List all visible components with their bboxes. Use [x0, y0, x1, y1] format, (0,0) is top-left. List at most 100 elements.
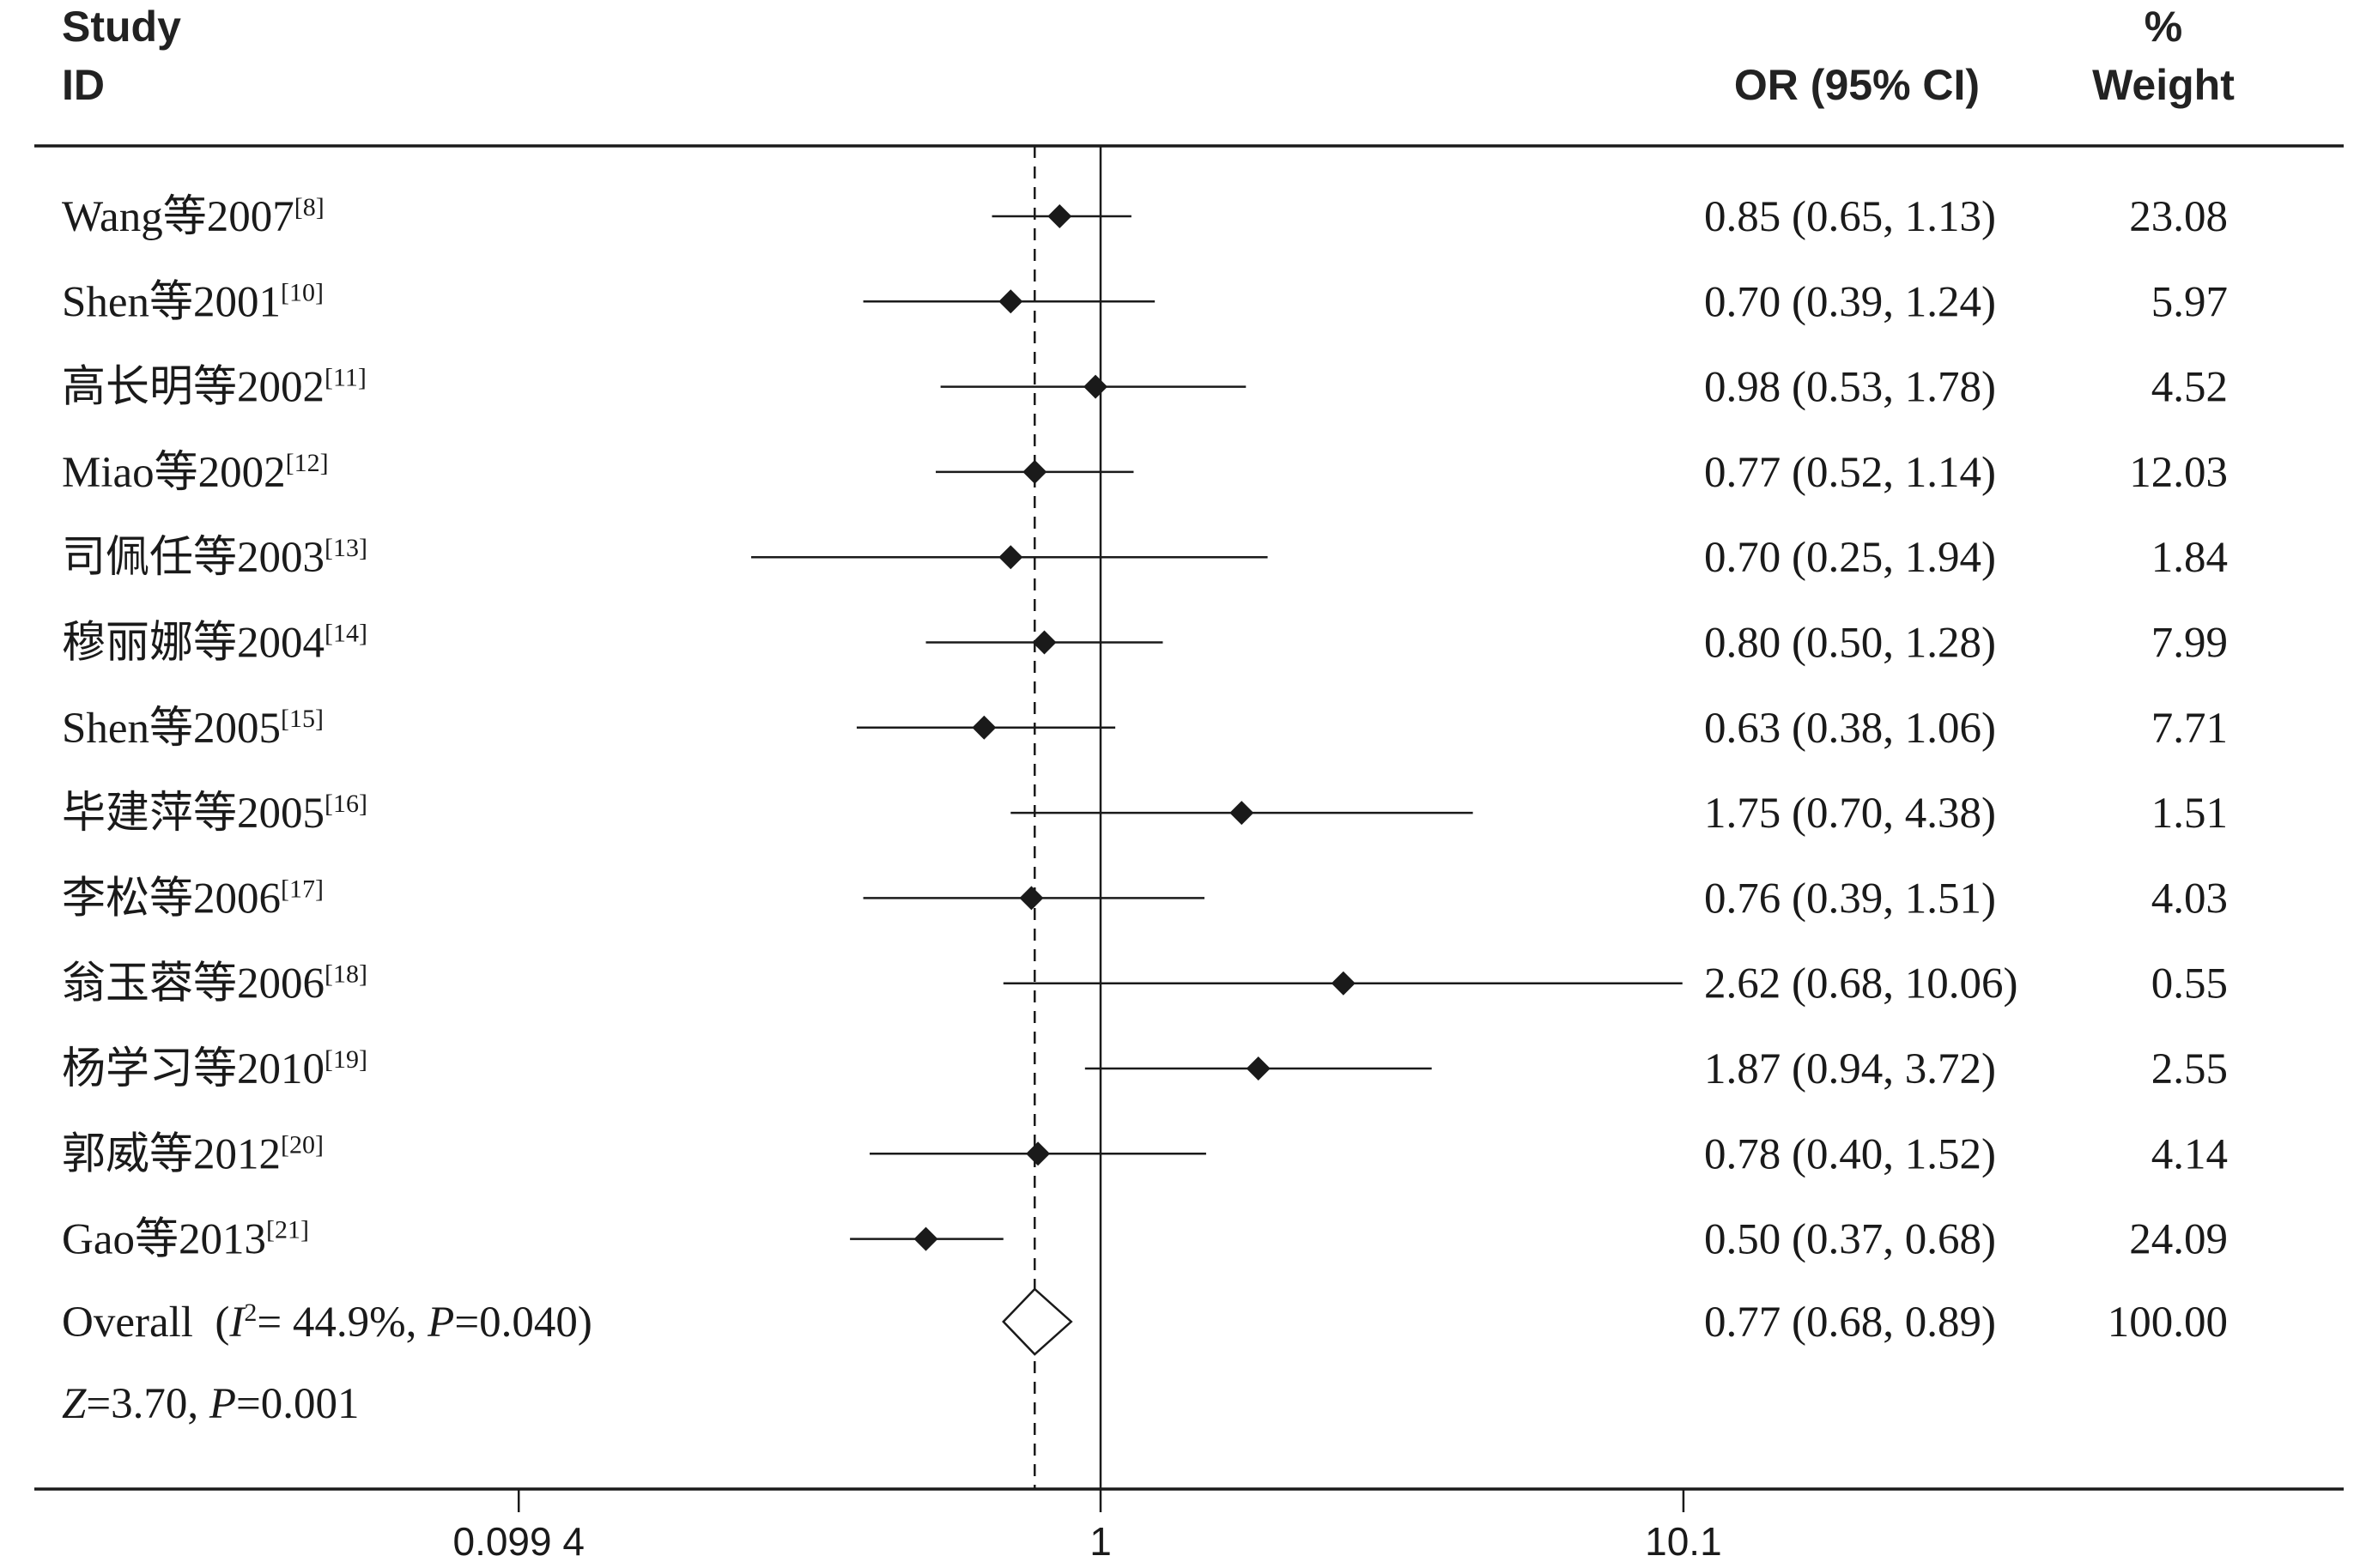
point-estimate: [972, 715, 997, 740]
study-name: Wang等2007: [62, 193, 294, 241]
study-label: Miao等2002[12]: [62, 449, 329, 497]
point-estimate: [998, 289, 1023, 314]
study-weight: 1.84: [2151, 534, 2228, 582]
study-ci: 2.62 (0.68, 10.06): [1704, 960, 2017, 1008]
study-ci: 0.78 (0.40, 1.52): [1704, 1130, 1996, 1178]
study-ref: [20]: [281, 1130, 324, 1159]
study-label: 穆丽娜等2004[14]: [62, 620, 367, 668]
study-row: Shen等2001[10] 0.70 (0.39, 1.24) 5.97: [62, 278, 2228, 326]
study-ci: 0.98 (0.53, 1.78): [1704, 364, 1996, 412]
study-ci: 0.63 (0.38, 1.06): [1704, 705, 1996, 753]
study-weight: 24.09: [2129, 1216, 2228, 1264]
study-name: 高长明等2002: [62, 364, 325, 412]
header-id: ID: [62, 61, 105, 109]
study-ci: 0.85 (0.65, 1.13): [1704, 193, 1996, 241]
study-row: Wang等2007[8] 0.85 (0.65, 1.13) 23.08: [62, 193, 2228, 241]
study-ref: [16]: [325, 790, 367, 818]
overall-diamond: [1002, 1287, 1073, 1356]
study-ci: 0.50 (0.37, 0.68): [1704, 1216, 1996, 1264]
study-name: Shen等2005: [62, 705, 281, 753]
overall-weight: 100.00: [2108, 1299, 2228, 1347]
study-ref: [10]: [281, 278, 324, 306]
study-ref: [8]: [294, 193, 325, 221]
study-row: Miao等2002[12] 0.77 (0.52, 1.14) 12.03: [62, 449, 2228, 497]
study-name: 穆丽娜等2004: [62, 620, 325, 668]
study-name: 杨学习等2010: [62, 1045, 325, 1093]
point-estimate: [998, 545, 1023, 570]
study-label: 李松等2006[17]: [62, 875, 324, 923]
study-label: 翁玉蓉等2006[18]: [62, 960, 367, 1008]
overall-row: Overall (I2= 44.9%, P=0.040) 0.77 (0.68,…: [62, 1287, 2228, 1356]
study-label: Gao等2013[21]: [62, 1216, 309, 1264]
point-estimate: [1026, 1141, 1051, 1166]
x-axis-ticks: 0.099 4 1 10.1: [452, 1489, 1722, 1564]
study-row: 杨学习等2010[19] 1.87 (0.94, 3.72) 2.55: [62, 1045, 2228, 1093]
study-label: Shen等2005[15]: [62, 705, 324, 753]
header: Study ID OR (95% CI) % Weight: [62, 3, 2235, 109]
study-name: 李松等2006: [62, 875, 281, 923]
study-row: 翁玉蓉等2006[18] 2.62 (0.68, 10.06) 0.55: [62, 960, 2228, 1008]
point-estimate: [1331, 971, 1356, 996]
study-weight: 1.51: [2151, 790, 2228, 838]
study-ref: [19]: [325, 1045, 367, 1074]
study-name: Gao等2013: [62, 1216, 266, 1264]
study-ref: [13]: [325, 534, 367, 562]
study-ci: 0.76 (0.39, 1.51): [1704, 875, 1996, 923]
x-tick-label: 0.099 4: [452, 1519, 584, 1564]
study-weight: 7.99: [2151, 620, 2228, 668]
study-weight: 5.97: [2151, 278, 2228, 326]
point-estimate: [1032, 630, 1057, 655]
study-name: 毕建萍等2005: [62, 790, 325, 838]
study-weight: 23.08: [2129, 193, 2228, 241]
study-weight: 7.71: [2151, 705, 2228, 753]
study-ref: [12]: [286, 449, 329, 477]
study-row: 穆丽娜等2004[14] 0.80 (0.50, 1.28) 7.99: [62, 620, 2228, 668]
study-weight: 4.14: [2151, 1130, 2228, 1178]
study-name: Shen等2001: [62, 278, 281, 326]
study-row: 司佩任等2003[13] 0.70 (0.25, 1.94) 1.84: [62, 534, 2228, 582]
study-weight: 4.03: [2151, 875, 2228, 923]
study-ref: [18]: [325, 960, 367, 989]
study-name: Miao等2002: [62, 449, 286, 497]
study-ci: 1.87 (0.94, 3.72): [1704, 1045, 1996, 1093]
point-estimate: [1047, 204, 1072, 228]
study-ref: [17]: [281, 875, 324, 903]
study-name: 郭威等2012: [62, 1130, 281, 1178]
study-label: 郭威等2012[20]: [62, 1130, 324, 1178]
study-label: 司佩任等2003[13]: [62, 534, 367, 582]
study-weight: 12.03: [2129, 449, 2228, 497]
study-weight: 0.55: [2151, 960, 2228, 1008]
study-weight: 2.55: [2151, 1045, 2228, 1093]
study-ref: [11]: [325, 364, 367, 392]
point-estimate: [1022, 459, 1047, 484]
header-or-ci: OR (95% CI): [1734, 61, 1980, 109]
study-ci: 0.80 (0.50, 1.28): [1704, 620, 1996, 668]
study-rows: Wang等2007[8] 0.85 (0.65, 1.13) 23.08 Shen等2…: [62, 193, 2228, 1264]
study-label: 高长明等2002[11]: [62, 364, 367, 412]
point-estimate: [1246, 1056, 1271, 1081]
study-row: 毕建萍等2005[16] 1.75 (0.70, 4.38) 1.51: [62, 790, 2228, 838]
point-estimate: [913, 1226, 938, 1251]
overall-ci: 0.77 (0.68, 0.89): [1704, 1299, 1996, 1347]
study-ci: 1.75 (0.70, 4.38): [1704, 790, 1996, 838]
study-row: Gao等2013[21] 0.50 (0.37, 0.68) 24.09: [62, 1216, 2228, 1264]
study-label: 毕建萍等2005[16]: [62, 790, 367, 838]
overall-label: Overall (I2= 44.9%, P=0.040): [62, 1299, 592, 1347]
x-tick-label: 10.1: [1645, 1519, 1722, 1564]
header-weight: Weight: [2092, 61, 2235, 109]
study-name: 司佩任等2003: [62, 534, 325, 582]
header-percent: %: [2145, 3, 2182, 51]
x-tick-label: 1: [1089, 1519, 1112, 1564]
study-row: 高长明等2002[11] 0.98 (0.53, 1.78) 4.52: [62, 364, 2228, 412]
study-row: 李松等2006[17] 0.76 (0.39, 1.51) 4.03: [62, 875, 2228, 923]
study-row: Shen等2005[15] 0.63 (0.38, 1.06) 7.71: [62, 705, 2228, 753]
study-weight: 4.52: [2151, 364, 2228, 412]
header-study: Study: [62, 3, 181, 51]
point-estimate: [1083, 374, 1108, 399]
study-ref: [15]: [281, 705, 324, 733]
study-row: 郭威等2012[20] 0.78 (0.40, 1.52) 4.14: [62, 1130, 2228, 1178]
z-test-line: Z=3.70, P=0.001: [62, 1380, 360, 1428]
point-estimate: [1019, 886, 1044, 911]
study-ci: 0.77 (0.52, 1.14): [1704, 449, 1996, 497]
